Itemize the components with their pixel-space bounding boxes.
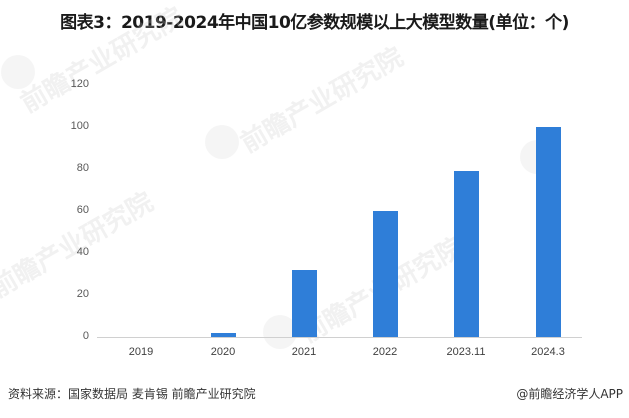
x-tick-label: 2024.3: [531, 346, 565, 358]
watermark-text: 前瞻产业研究院: [0, 187, 159, 305]
x-tick-label: 2021: [291, 346, 317, 358]
source-note: 资料来源：国家数据局 麦肯锡 前瞻产业研究院: [8, 387, 256, 401]
chart-plot-area: 前瞻产业研究院 前瞻产业研究院 前瞻产业研究院 前瞻产业研究院 0 20 40 …: [0, 2, 582, 358]
y-tick-label: 100: [70, 120, 89, 132]
y-tick-label: 120: [70, 78, 89, 90]
bar-2024.3: [536, 127, 561, 337]
x-tick-label: 2019: [128, 346, 154, 358]
bar-2023.11: [454, 171, 479, 337]
bar-2020: [211, 332, 236, 337]
bar-2022: [373, 211, 398, 337]
x-axis-line: [97, 337, 582, 338]
y-tick-label: 80: [76, 162, 89, 174]
y-tick-label: 40: [76, 246, 89, 258]
y-tick-label: 0: [82, 330, 89, 342]
y-tick-label: 60: [76, 204, 89, 216]
watermark-logo-icon: [205, 125, 239, 159]
x-tick-label: 2020: [210, 346, 236, 358]
credit-note: @前瞻经济学人APP: [516, 387, 623, 401]
y-tick-label: 20: [76, 288, 89, 300]
x-tick-label: 2022: [372, 346, 398, 358]
chart-title: 图表3：2019-2024年中国10亿参数规模以上大模型数量(单位：个): [60, 13, 569, 33]
x-tick-label: 2023.11: [446, 346, 486, 358]
watermark-text: 前瞻产业研究院: [235, 42, 409, 160]
bar-2021: [292, 269, 317, 337]
watermark-logo-icon: [263, 315, 297, 349]
watermark-text: 前瞻产业研究院: [15, 2, 189, 120]
watermark-logo-icon: [1, 55, 35, 89]
